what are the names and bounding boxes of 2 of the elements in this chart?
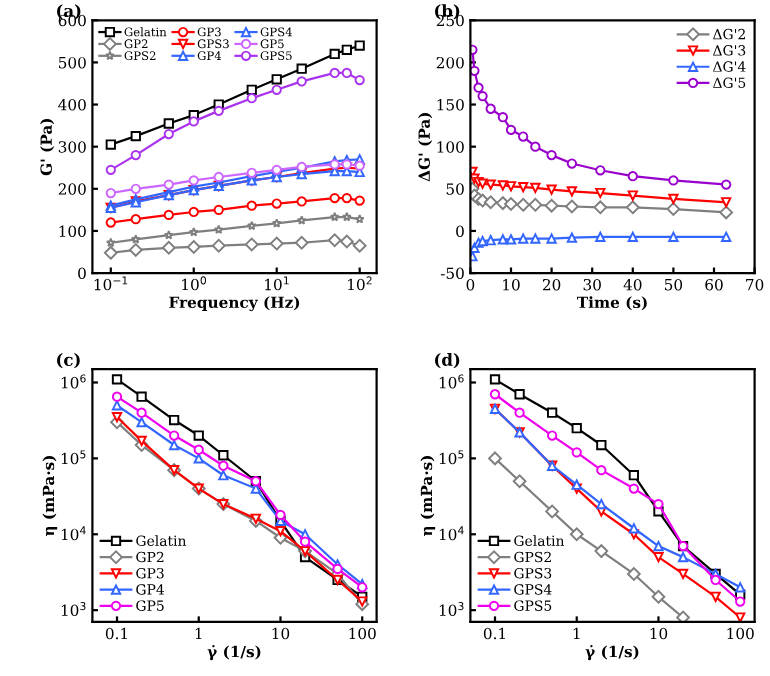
- chart-title: (d): [435, 353, 460, 369]
- chart-title: (c): [57, 353, 80, 369]
